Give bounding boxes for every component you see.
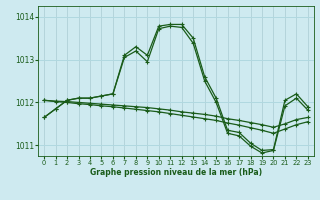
X-axis label: Graphe pression niveau de la mer (hPa): Graphe pression niveau de la mer (hPa) — [90, 168, 262, 177]
